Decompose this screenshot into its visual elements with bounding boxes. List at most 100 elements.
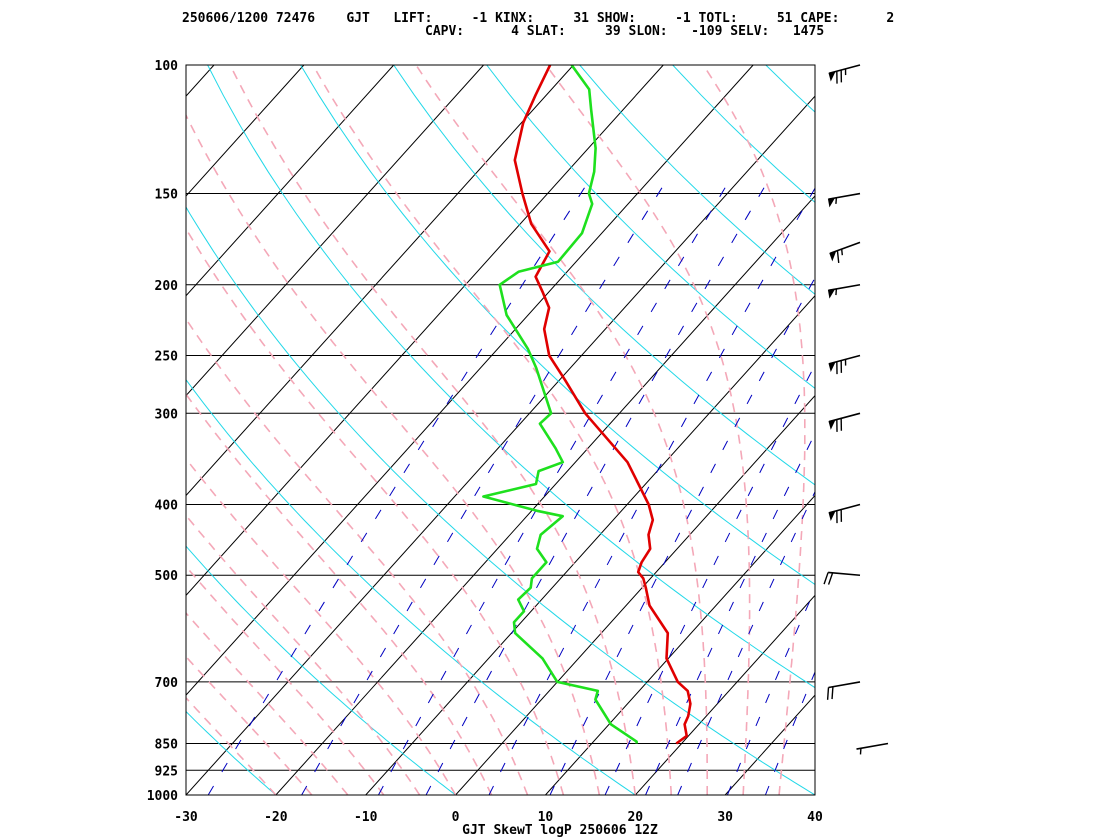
mixing-ratio-dash <box>900 257 905 266</box>
mixing-ratio-dash <box>675 716 681 727</box>
mixing-ratio-dash <box>691 601 697 612</box>
mixing-ratio-dash <box>790 532 796 543</box>
wind-barb <box>828 64 861 84</box>
mixing-ratio-dash <box>889 418 893 427</box>
mixing-ratio-dash <box>707 647 713 658</box>
wind-barb-pennant <box>828 419 836 430</box>
mixing-ratio-dash <box>366 670 373 681</box>
temperature-tick-label: 10 <box>538 810 554 825</box>
mixing-ratio-dash <box>718 348 725 359</box>
temperature-axis: -30 -20 -10 0 10 20 30 40 <box>174 810 823 825</box>
sounding-header-line1: 250606/1200 72476 GJT LIFT: -1 KINX: 31 … <box>182 11 894 26</box>
mixing-ratio-dash <box>846 418 850 427</box>
mixing-ratio-dash <box>677 325 685 336</box>
mixing-ratio-dash <box>290 647 297 658</box>
wind-barb-staff <box>828 681 861 689</box>
isotherm-line <box>186 65 395 297</box>
moist-adiabat <box>186 113 601 795</box>
mixing-ratio-dash <box>668 647 675 658</box>
pressure-tick-label: 100 <box>155 59 179 74</box>
wind-barb <box>829 241 861 264</box>
mixing-ratio-dash <box>934 326 938 335</box>
profile-traces <box>482 65 692 745</box>
mixing-ratio-dash <box>491 578 498 589</box>
mixing-ratio-dash <box>780 555 786 566</box>
mixing-ratio-dash <box>755 716 761 727</box>
wind-barb <box>828 412 861 432</box>
dry-adiabat <box>393 65 815 486</box>
mixing-ratio-dash <box>761 532 767 543</box>
mixing-ratio-dash <box>831 625 835 634</box>
mixing-ratio-dash <box>1032 188 1036 197</box>
mixing-ratio-dash <box>677 785 683 795</box>
mixing-ratio-dash <box>625 739 631 750</box>
dry-adiabat <box>300 65 815 586</box>
mixing-ratio-dash <box>726 785 732 795</box>
mixing-ratio-dash <box>594 578 601 589</box>
mixing-ratio-dash <box>979 234 984 243</box>
mixing-ratio-dash <box>623 348 630 359</box>
wind-barb-feather <box>827 572 834 585</box>
mixing-ratio-dash <box>772 509 778 520</box>
mixing-ratio-dash <box>769 578 775 589</box>
mixing-ratio-dash <box>304 624 311 635</box>
mixing-ratio-dash <box>543 486 550 497</box>
mixing-ratio-dash <box>529 394 536 405</box>
moist-adiabat <box>186 392 493 795</box>
mixing-ratio-dash <box>616 647 622 658</box>
pressure-tick-label: 925 <box>155 764 178 779</box>
mixing-ratio-dash <box>900 395 904 404</box>
mixing-ratio-dash <box>915 280 920 289</box>
mixing-ratio-dash <box>679 624 686 635</box>
mixing-ratio-dash <box>501 440 508 451</box>
mixing-ratio-dash <box>841 602 845 611</box>
mixing-ratio-dash <box>432 417 439 428</box>
mixing-ratio-dash <box>615 762 621 773</box>
mixing-ratio-dash <box>880 349 884 358</box>
mixing-ratio-dash <box>804 601 810 612</box>
mixing-ratio-dash <box>548 233 556 244</box>
mixing-ratio-dash <box>819 349 824 358</box>
mixing-ratio-dash <box>536 578 542 589</box>
mixing-ratio-dash <box>639 601 646 612</box>
mixing-ratio-dash <box>691 302 698 313</box>
mixing-ratio-dash <box>474 693 480 704</box>
mixing-ratio-dash <box>783 233 790 244</box>
mixing-ratio-dash <box>645 785 650 795</box>
isotherm-line <box>0 65 34 795</box>
mixing-ratio-dash <box>891 487 895 496</box>
mixing-ratio-dash <box>881 510 885 519</box>
moist-adiabat <box>186 565 385 795</box>
mixing-ratio-dash <box>627 233 634 244</box>
mixing-ratio-dash <box>737 647 743 658</box>
dry-adiabat <box>859 65 1120 795</box>
wind-barb-feather <box>836 250 840 264</box>
mixing-ratio-dash <box>835 441 839 450</box>
mixing-ratio-dash <box>658 670 664 681</box>
mixing-ratio-dash <box>796 210 803 221</box>
mixing-ratio-dash <box>570 440 577 451</box>
sounding-header-line2: CAPV: 4 SLAT: 39 SLON: -109 SELV: 1475 <box>425 24 824 39</box>
mixing-ratio-dash <box>818 418 822 427</box>
temperature-tick-label: -20 <box>264 810 288 825</box>
mixing-ratio-dash <box>770 440 777 451</box>
mixing-ratio-dash <box>826 556 830 565</box>
mixing-ratio-dash <box>543 371 550 382</box>
wind-barb-pennant <box>827 288 836 299</box>
mixing-ratio-dash <box>765 693 770 704</box>
isotherm-line <box>905 65 1120 795</box>
mixing-ratio-dash <box>843 303 848 312</box>
mixing-ratio-dash <box>664 348 671 359</box>
temperature-tick-label: 30 <box>717 810 733 825</box>
mixing-ratio-dash <box>374 509 382 520</box>
mixing-ratio-dash <box>808 279 815 290</box>
temperature-tick-label: 0 <box>452 810 460 825</box>
mixing-ratio-dash <box>744 210 751 221</box>
mixing-ratio-dash <box>318 601 325 612</box>
mixing-ratio-dash <box>912 234 917 243</box>
mixing-ratio-dash <box>680 417 687 428</box>
pressure-tick-label: 1000 <box>147 789 178 804</box>
mixing-ratio-dash <box>674 532 681 543</box>
mixing-ratio-dash <box>504 555 511 566</box>
mixing-ratio-dash <box>221 762 228 773</box>
